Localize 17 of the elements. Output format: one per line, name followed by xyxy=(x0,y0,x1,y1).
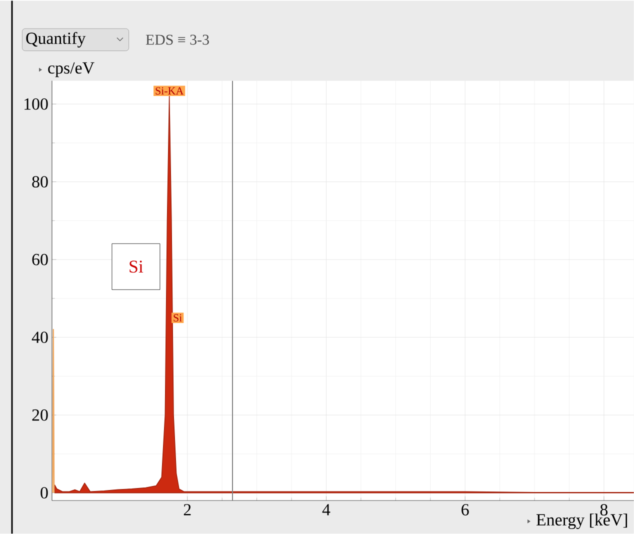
annotation: Si-KA xyxy=(156,87,184,94)
y-axis-title: cps/eV xyxy=(48,62,94,77)
y-tick-label: 80 xyxy=(32,176,48,188)
x-tick-label: 8 xyxy=(600,504,608,516)
annotation: Si xyxy=(174,314,182,322)
y-tick-label: 40 xyxy=(32,331,48,343)
x-axis-title: Energy [keV] xyxy=(536,513,628,529)
text: EDS ≡ 3-3 xyxy=(146,34,209,45)
y-tick-label: 60 xyxy=(32,254,48,266)
y-tick-label: 100 xyxy=(24,98,48,110)
annotation: Si xyxy=(130,260,144,273)
x-tick-label: 6 xyxy=(462,504,469,516)
y-tick-label: 0 xyxy=(40,486,48,498)
x-tick-label: 4 xyxy=(322,504,330,516)
x-tick-label: 2 xyxy=(184,504,191,516)
text: Quantify xyxy=(26,32,86,48)
y-tick-label: 20 xyxy=(32,409,48,421)
